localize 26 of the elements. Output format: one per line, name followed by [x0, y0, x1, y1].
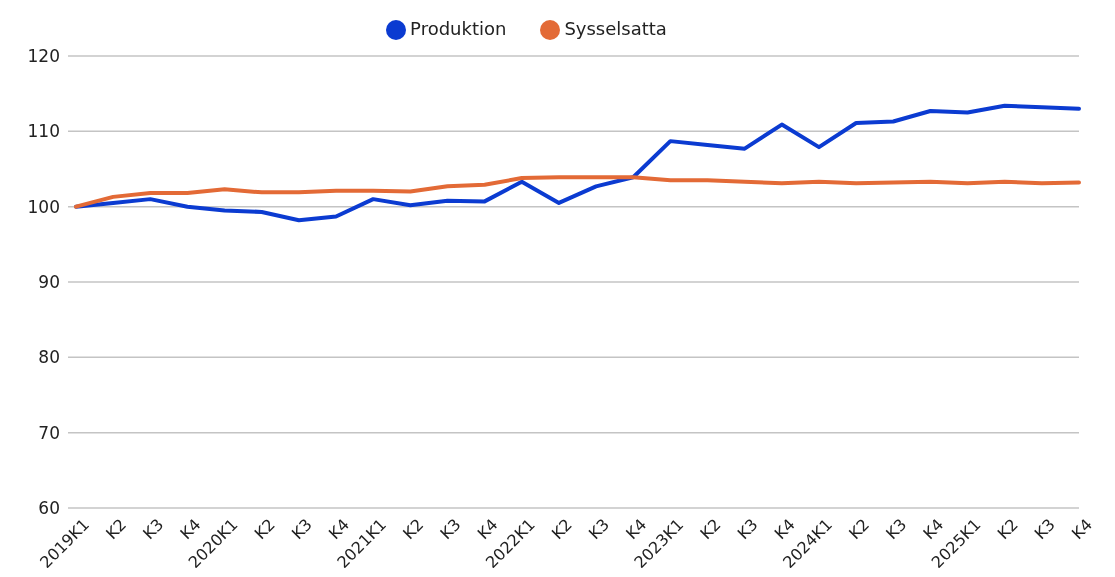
x-tick-label: K3: [287, 515, 316, 544]
x-tick-label: K3: [882, 515, 911, 544]
x-tick-label: K2: [993, 515, 1022, 544]
x-tick-label: K3: [1030, 515, 1059, 544]
x-tick-label: K3: [436, 515, 465, 544]
line-series: [74, 175, 1081, 209]
y-tick-label: 120: [27, 46, 60, 67]
y-tick-label: 90: [38, 272, 60, 293]
x-tick-label: K2: [845, 515, 874, 544]
line-series: [74, 103, 1081, 223]
x-tick-label: K2: [250, 515, 279, 544]
x-tick-label: K2: [399, 515, 428, 544]
x-tick-label: K4: [1067, 515, 1096, 544]
x-tick-label: K3: [139, 515, 168, 544]
legend-label: Sysselsatta: [564, 18, 667, 39]
y-tick-label: 100: [27, 196, 60, 217]
x-tick-label: K3: [584, 515, 614, 544]
y-tick-label: 80: [38, 347, 60, 368]
legend-label: Produktion: [410, 18, 507, 39]
y-tick-label: 70: [38, 422, 60, 443]
y-tick-label: 60: [38, 498, 60, 519]
x-tick-label: K3: [733, 515, 762, 544]
x-tick-label: K2: [102, 515, 131, 544]
x-tick-label: K2: [547, 515, 576, 544]
x-tick-label: K2: [696, 515, 725, 544]
y-tick-label: 110: [27, 121, 60, 142]
